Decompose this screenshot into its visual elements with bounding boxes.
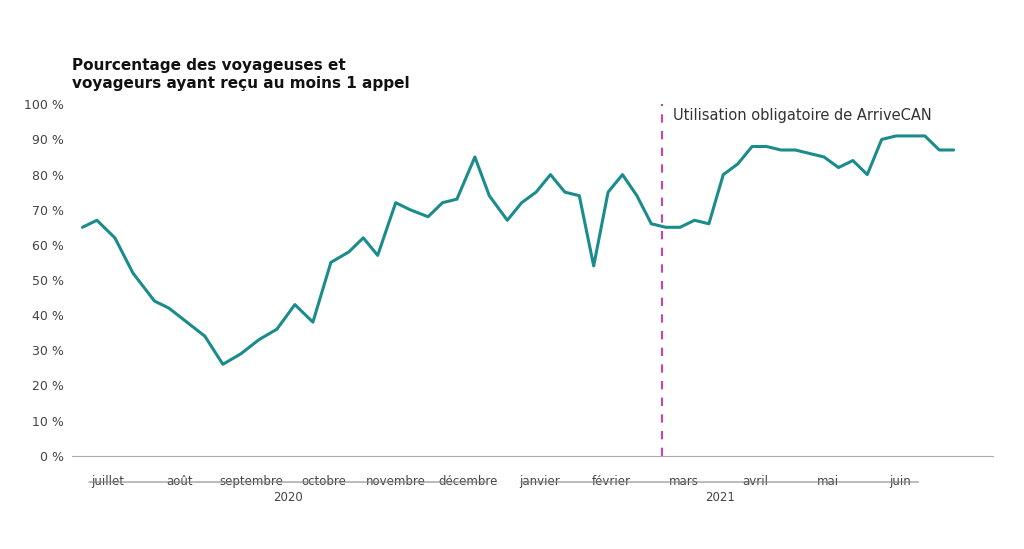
Text: janvier: janvier [519,475,560,488]
Text: juillet: juillet [91,475,124,488]
Text: juin: juin [889,475,910,488]
Text: 2021: 2021 [705,491,734,504]
Text: mars: mars [669,475,698,488]
Text: février: février [592,475,631,488]
Text: novembre: novembre [366,475,426,488]
Text: août: août [166,475,193,488]
Text: septembre: septembre [220,475,284,488]
Text: décembre: décembre [438,475,498,488]
Text: mai: mai [816,475,839,488]
Text: octobre: octobre [301,475,346,488]
Text: avril: avril [742,475,769,488]
Text: Pourcentage des voyageuses et
voyageurs ayant reçu au moins 1 appel: Pourcentage des voyageuses et voyageurs … [72,58,410,91]
Text: Utilisation obligatoire de ArriveCAN: Utilisation obligatoire de ArriveCAN [673,108,932,123]
Text: 2020: 2020 [272,491,302,504]
